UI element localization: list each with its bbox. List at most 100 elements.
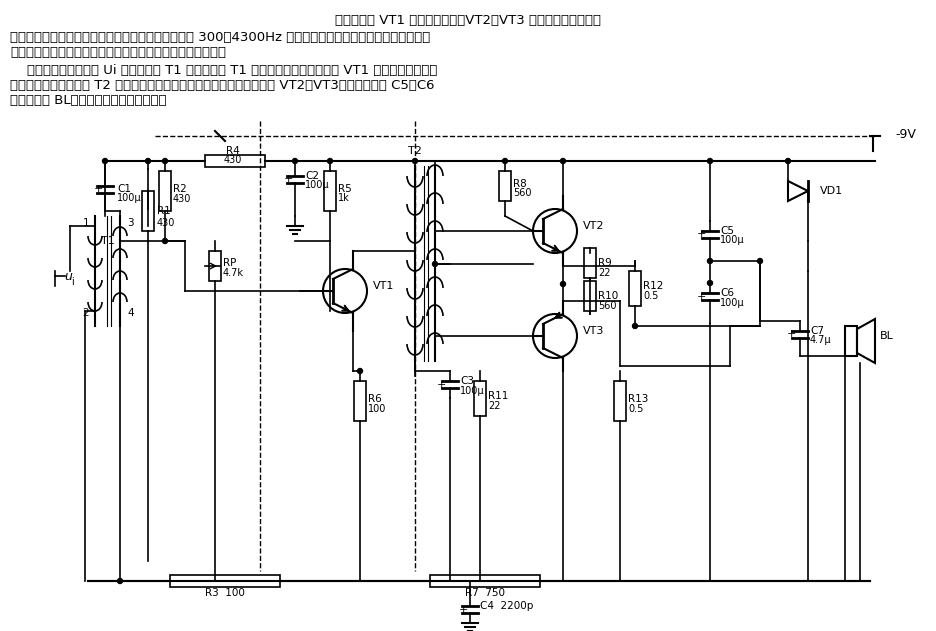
Text: T1: T1	[101, 236, 115, 246]
Text: BL: BL	[880, 331, 894, 341]
Text: R5: R5	[338, 184, 352, 194]
Circle shape	[118, 579, 123, 584]
Text: R3  100: R3 100	[205, 588, 245, 598]
Circle shape	[413, 158, 417, 163]
Text: VT3: VT3	[583, 326, 605, 336]
Text: R11: R11	[488, 391, 508, 401]
Circle shape	[561, 281, 565, 286]
Circle shape	[708, 158, 712, 163]
Circle shape	[293, 158, 298, 163]
Text: 100μ: 100μ	[305, 180, 329, 190]
Text: 以及其它音频接收信号。还可以用于通讯机中的公务联络等。: 以及其它音频接收信号。还可以用于通讯机中的公务联络等。	[10, 46, 226, 59]
Text: 1k: 1k	[338, 193, 350, 203]
Text: 1: 1	[82, 218, 89, 228]
Circle shape	[432, 261, 437, 266]
Bar	[354, 381, 366, 421]
Circle shape	[633, 324, 637, 329]
Text: 560: 560	[513, 188, 532, 198]
Text: C5: C5	[720, 226, 734, 236]
Circle shape	[757, 259, 763, 264]
Text: 430: 430	[173, 194, 191, 204]
Bar	[324, 171, 336, 211]
Text: u: u	[64, 269, 72, 283]
Text: C2: C2	[305, 171, 319, 181]
Text: 430: 430	[224, 155, 242, 165]
Bar	[584, 248, 596, 278]
Circle shape	[708, 259, 712, 264]
Text: 22: 22	[488, 401, 501, 411]
Text: VT1: VT1	[373, 281, 394, 291]
Text: 100: 100	[368, 404, 387, 414]
Text: 工作时，微弱的信号 Ui 接入变压器 T1 的初级，由 T1 的次级产生感应信号送给 VT1 的基极进行放大，: 工作时，微弱的信号 Ui 接入变压器 T1 的初级，由 T1 的次级产生感应信号…	[10, 64, 437, 77]
Text: 4.7μ: 4.7μ	[810, 335, 831, 345]
Text: 其集电极的放大信号由 T2 将其单端信号变成双端信号，分别送给三极管 VT2、VT3、经耦合电容 C5、C6: 其集电极的放大信号由 T2 将其单端信号变成双端信号，分别送给三极管 VT2、V…	[10, 79, 434, 92]
Text: R4: R4	[227, 146, 240, 156]
Bar	[584, 281, 596, 311]
Circle shape	[328, 158, 332, 163]
Bar	[629, 271, 641, 306]
Circle shape	[503, 158, 507, 163]
Text: 100μ: 100μ	[117, 193, 141, 203]
Text: C1: C1	[117, 184, 131, 194]
Text: 100μ: 100μ	[460, 386, 485, 396]
Text: C3: C3	[460, 376, 474, 386]
Text: 0.5: 0.5	[628, 404, 643, 414]
Bar	[614, 381, 626, 421]
Text: 3: 3	[127, 218, 134, 228]
Text: 22: 22	[598, 268, 610, 278]
Text: R13: R13	[628, 394, 649, 404]
Text: i: i	[70, 277, 73, 287]
Bar	[159, 171, 171, 211]
Circle shape	[163, 158, 168, 163]
Bar	[209, 251, 221, 281]
Text: +: +	[94, 184, 103, 194]
Circle shape	[103, 158, 108, 163]
Text: 2: 2	[82, 308, 89, 318]
Text: 100μ: 100μ	[720, 235, 745, 245]
Text: +: +	[436, 380, 446, 390]
Text: +: +	[696, 292, 706, 302]
Text: +: +	[459, 605, 468, 615]
Text: R8: R8	[513, 179, 527, 189]
Circle shape	[708, 281, 712, 285]
Text: +: +	[786, 329, 796, 339]
Text: +: +	[284, 174, 293, 184]
Text: 4: 4	[127, 308, 134, 318]
Bar	[474, 381, 486, 416]
Circle shape	[358, 369, 362, 374]
Text: C4  2200p: C4 2200p	[480, 601, 534, 611]
Circle shape	[561, 158, 565, 163]
Text: R2: R2	[173, 184, 187, 194]
Text: 其中三极管 VT1 为前置放大器，VT2、VT3 组成单端推挽式放大: 其中三极管 VT1 为前置放大器，VT2、VT3 组成单端推挽式放大	[335, 14, 601, 27]
Text: 送到扬声器 BL，发出放大后的音频信号。: 送到扬声器 BL，发出放大后的音频信号。	[10, 94, 167, 107]
Bar	[499, 171, 511, 201]
Bar	[845, 326, 857, 356]
Text: 560: 560	[598, 301, 617, 311]
Text: 4.7k: 4.7k	[223, 268, 244, 278]
Bar	[170, 575, 280, 587]
Text: R7  750: R7 750	[465, 588, 505, 598]
Circle shape	[145, 158, 151, 163]
Text: VD1: VD1	[820, 186, 843, 196]
Text: 0.5: 0.5	[643, 291, 658, 301]
Text: R1: R1	[157, 206, 170, 216]
Text: C6: C6	[720, 288, 734, 298]
Text: R6: R6	[368, 394, 382, 404]
Text: 430: 430	[157, 218, 175, 228]
Bar	[430, 575, 540, 587]
Bar	[142, 191, 154, 231]
Text: T2: T2	[408, 146, 422, 156]
Text: C7: C7	[810, 326, 824, 336]
Text: -9V: -9V	[895, 127, 915, 141]
Text: R9: R9	[598, 258, 612, 268]
Text: 电路，工作于甲乙类状态。本放大器主要用于频带为 300～4300Hz 范围的小型音响、收录机、收音机放大，: 电路，工作于甲乙类状态。本放大器主要用于频带为 300～4300Hz 范围的小型…	[10, 31, 431, 44]
Text: +: +	[696, 229, 706, 239]
Bar	[205, 155, 265, 167]
Circle shape	[785, 158, 791, 163]
Text: VT2: VT2	[583, 221, 605, 231]
Text: R10: R10	[598, 291, 619, 301]
Circle shape	[163, 239, 168, 244]
Text: R12: R12	[643, 281, 664, 291]
Text: 100μ: 100μ	[720, 298, 745, 308]
Text: RP: RP	[223, 258, 237, 268]
